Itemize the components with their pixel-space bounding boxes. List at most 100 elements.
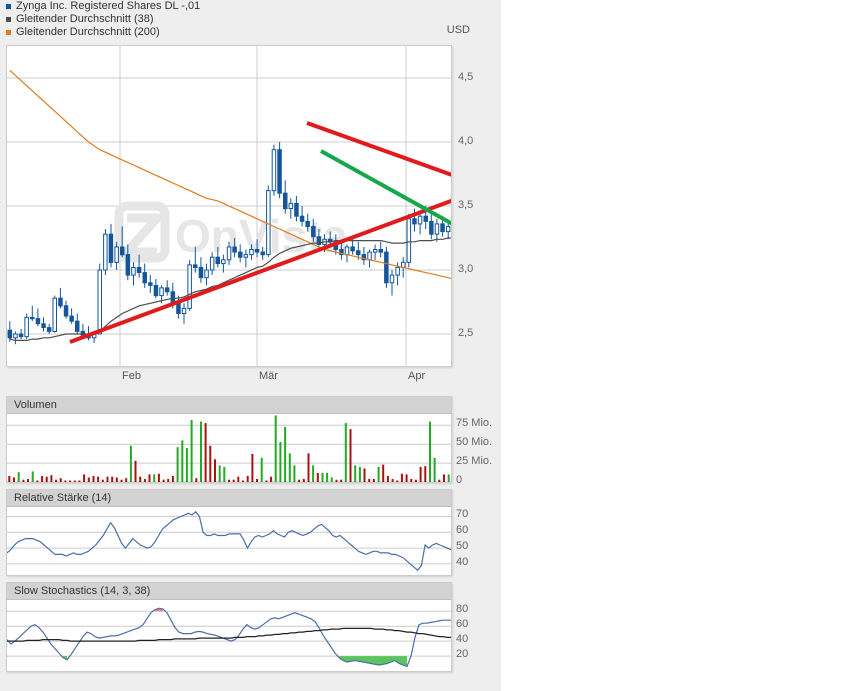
- chart-legend: Zynga Inc. Registered Shares DL -,01 Gle…: [6, 1, 466, 40]
- stochastics-y-tick: 20: [456, 648, 469, 661]
- candle-body-down: [193, 264, 198, 268]
- candle-body-up: [389, 274, 395, 284]
- candle-body-up: [406, 218, 412, 263]
- legend-label-price: Zynga Inc. Registered Shares DL -,01: [16, 0, 201, 12]
- volume-y-tick: 25 Mio.: [456, 455, 493, 468]
- candle-body-down: [164, 287, 170, 293]
- volume-panel[interactable]: Volumen: [6, 396, 452, 483]
- candle-body-down: [283, 192, 288, 210]
- candle-body-down: [423, 215, 428, 222]
- currency-label: USD: [446, 24, 470, 36]
- volume-panel-title: Volumen: [7, 397, 451, 414]
- candle-body-down: [429, 220, 434, 235]
- price-chart-panel[interactable]: OnVista: [6, 45, 452, 367]
- candle-body-down: [7, 329, 13, 339]
- candle-body-up: [209, 256, 215, 271]
- candle-body-down: [316, 236, 322, 245]
- ma200-line: [9, 69, 451, 279]
- candle-body-down: [232, 246, 237, 253]
- candle-body-down: [136, 266, 142, 273]
- price-plot: OnVista: [7, 46, 451, 366]
- candle-body-down: [108, 233, 114, 263]
- candle-body-down: [356, 250, 361, 256]
- candle-body-down: [215, 256, 220, 265]
- candle-body-up: [271, 149, 277, 192]
- stochastics-y-tick: 60: [456, 618, 469, 631]
- candle-body-down: [176, 302, 181, 314]
- candle-body-up: [266, 190, 271, 256]
- candle-body-down: [125, 254, 131, 276]
- volume-y-tick: 50 Mio.: [456, 436, 493, 449]
- candle-body-up: [434, 223, 440, 235]
- candle-body-down: [153, 284, 159, 297]
- candle-body-up: [249, 249, 254, 256]
- stochastics-fast-line: [7, 607, 451, 668]
- candle-body-up: [344, 246, 350, 256]
- candle-body-up: [417, 215, 423, 225]
- candle-body-up: [159, 287, 164, 297]
- legend-label-ma38: Gleitender Durchschnitt (38): [16, 13, 154, 25]
- candle-body-up: [114, 246, 119, 263]
- candle-body-down: [63, 305, 69, 317]
- stochastics-y-tick: 80: [456, 603, 469, 616]
- candle-body-down: [30, 316, 35, 320]
- candle-body-down: [440, 223, 445, 233]
- candle-body-down: [311, 226, 316, 238]
- candle-body-down: [69, 315, 74, 322]
- candle-body-down: [18, 333, 24, 338]
- chart-stage: Zynga Inc. Registered Shares DL -,01 Gle…: [0, 0, 501, 691]
- candle-body-up: [187, 264, 192, 309]
- candle-body-up: [131, 266, 136, 276]
- rsi-y-tick: 40: [456, 555, 469, 568]
- stochastics-y-tick: 40: [456, 633, 469, 646]
- candle-body-down: [299, 215, 305, 222]
- candle-body-up: [243, 254, 249, 258]
- price-y-tick: 4,0: [458, 135, 474, 147]
- breakdown-line: [320, 149, 451, 226]
- price-y-tick: 3,5: [458, 199, 474, 211]
- candle-body-down: [80, 330, 86, 336]
- legend-swatch-ma200: [6, 30, 11, 35]
- candle-body-down: [254, 249, 260, 253]
- candle-body-down: [142, 272, 147, 284]
- rsi-y-tick: 70: [456, 508, 469, 521]
- candle-body-down: [148, 282, 153, 286]
- candle-body-up: [24, 316, 29, 338]
- rsi-panel[interactable]: Relative Stärke (14): [6, 489, 452, 576]
- volume-y-tick: 75 Mio.: [456, 417, 493, 430]
- rsi-y-tick: 50: [456, 540, 469, 553]
- candle-body-down: [339, 249, 344, 256]
- legend-label-ma200: Gleitender Durchschnitt (200): [16, 26, 160, 38]
- candle-body-up: [103, 233, 108, 271]
- candle-body-up: [13, 333, 18, 339]
- stochastics-panel-title: Slow Stochastics (14, 3, 38): [7, 583, 451, 600]
- stochastics-slow-line: [7, 627, 451, 642]
- x-axis: Feb Mär Apr: [6, 368, 452, 388]
- candle-body-down: [41, 323, 46, 329]
- legend-swatch-ma38: [6, 17, 11, 22]
- rsi-panel-title: Relative Stärke (14): [7, 490, 451, 507]
- candle-body-down: [277, 149, 282, 194]
- candle-body-down: [46, 327, 52, 332]
- stochastics-panel[interactable]: Slow Stochastics (14, 3, 38): [6, 582, 452, 672]
- candle-body-up: [97, 269, 102, 335]
- candle-body-up: [288, 202, 294, 209]
- volume-y-tick: 0: [456, 474, 463, 486]
- candle-body-down: [238, 251, 243, 258]
- candle-body-down: [198, 266, 204, 279]
- rsi-line: [7, 510, 451, 572]
- candle-body-up: [204, 269, 209, 279]
- candle-body-up: [181, 307, 187, 314]
- candle-body-down: [294, 202, 299, 217]
- stochastics-oversold-zone: [339, 656, 407, 667]
- volume-plot: [7, 414, 451, 482]
- candle-body-up: [445, 226, 451, 233]
- stochastics-plot: [7, 600, 451, 671]
- legend-item-price: Zynga Inc. Registered Shares DL -,01: [6, 1, 466, 12]
- candle-body-down: [75, 320, 80, 332]
- x-axis-tick: Feb: [122, 370, 141, 382]
- candle-body-down: [35, 318, 41, 325]
- x-axis-tick: Apr: [408, 370, 426, 382]
- candle-body-down: [120, 246, 125, 256]
- candle-body-up: [226, 246, 232, 261]
